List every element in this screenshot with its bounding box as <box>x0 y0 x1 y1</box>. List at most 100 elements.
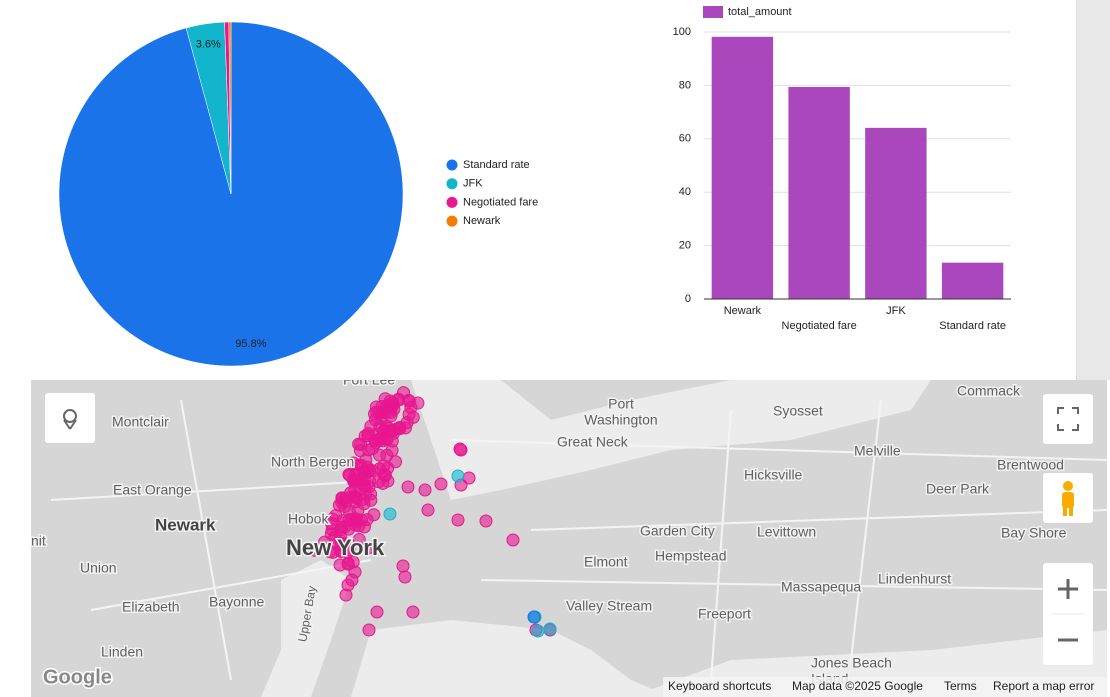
bar <box>865 127 927 299</box>
place-label: Garden City <box>640 523 715 539</box>
map-point <box>338 500 352 514</box>
attribution-text: Map data ©2025 Google <box>792 679 923 693</box>
place-label: Elmont <box>584 554 628 570</box>
map-point <box>347 490 361 504</box>
map-point <box>349 512 363 526</box>
place-label: Hobok <box>288 511 329 527</box>
place-label: New York <box>286 535 385 560</box>
pegman-button[interactable] <box>1043 473 1093 523</box>
zoom-in[interactable] <box>1058 579 1078 599</box>
place-label: East Orange <box>113 482 192 498</box>
y-tick-label: 40 <box>679 186 691 198</box>
place-label: Hempstead <box>655 548 727 564</box>
data-label: 95.8% <box>235 338 266 350</box>
legend-label: Negotiated fare <box>463 196 538 208</box>
map-point <box>401 480 415 494</box>
fullscreen-button[interactable] <box>1043 394 1093 444</box>
pie-slice <box>228 21 232 195</box>
x-tick-label: JFK <box>886 305 906 317</box>
attribution-link[interactable]: Keyboard shortcuts <box>668 679 771 693</box>
map-point <box>453 442 467 456</box>
map-point <box>348 565 362 579</box>
place-label: Valley Stream <box>566 598 652 614</box>
map-point <box>398 570 412 584</box>
map-point <box>342 522 356 536</box>
map-point <box>380 431 394 445</box>
legend-label: Standard rate <box>463 159 530 171</box>
bar <box>941 262 1004 299</box>
map-point <box>308 543 322 557</box>
legend-swatch <box>446 196 458 208</box>
y-tick-label: 80 <box>679 79 691 91</box>
google-logo: Google <box>43 666 112 688</box>
place-label: Jones Beach <box>811 655 892 671</box>
map-point <box>406 605 420 619</box>
map-point <box>383 507 397 521</box>
y-tick-label: 20 <box>679 240 691 252</box>
map-point <box>352 533 366 547</box>
map-point <box>318 535 332 549</box>
map-point <box>374 412 388 426</box>
legend-swatch <box>703 6 723 18</box>
attribution-bar <box>663 677 1107 697</box>
pie-chart: 95.8% 3.6% Standard rate JFK Negotiated fare… <box>58 21 538 367</box>
place-label: nit <box>31 533 46 549</box>
x-tick-label: Standard rate <box>939 320 1006 332</box>
attribution-link[interactable]: Terms <box>944 679 977 693</box>
map-point <box>357 497 371 511</box>
map-point <box>389 455 403 469</box>
attribution-link[interactable]: Report a map error <box>993 679 1094 693</box>
bar <box>788 87 850 299</box>
map-point <box>360 465 374 479</box>
map-point <box>325 512 339 526</box>
data-label: 3.6% <box>196 38 221 50</box>
map-point <box>361 541 375 555</box>
place-label: Bayonne <box>209 594 264 610</box>
water <box>411 380 931 500</box>
place-label: Hicksville <box>744 467 803 483</box>
map-point <box>365 442 379 456</box>
y-tick-label: 60 <box>679 133 691 145</box>
map-point <box>380 448 394 462</box>
place-label: Elizabeth <box>122 599 180 615</box>
map-point <box>393 422 407 436</box>
water <box>351 620 671 697</box>
map-point <box>367 508 381 522</box>
water <box>261 560 351 697</box>
points-layer <box>308 386 557 638</box>
map[interactable]: Fort Lee Montclair North Bergen East Ora… <box>31 380 1107 697</box>
place-label: Commack <box>957 383 1021 399</box>
map-point <box>386 398 400 412</box>
map-point <box>531 624 545 638</box>
legend-swatch <box>446 178 458 190</box>
place-label: Linden <box>101 644 143 660</box>
map-point <box>506 533 520 547</box>
map-point <box>434 477 448 491</box>
place-label: Port <box>608 396 634 412</box>
legend-swatch <box>446 159 458 171</box>
map-point <box>451 513 465 527</box>
place-label: Massapequa <box>781 579 861 595</box>
x-tick-label: Negotiated fare <box>782 320 857 332</box>
map-point <box>543 622 557 636</box>
zoom-controls <box>1043 563 1093 665</box>
place-label: Levittown <box>757 524 816 540</box>
locate-button[interactable] <box>45 393 95 443</box>
map-point <box>451 469 465 483</box>
bar-chart: 0 20 40 60 80 100 total_amount Newark Negotiated… <box>673 6 1011 332</box>
map-point <box>527 610 541 624</box>
place-label: Newark <box>155 515 216 534</box>
place-label: North Bergen <box>271 454 354 470</box>
map-point <box>479 514 493 528</box>
map-point <box>411 396 425 410</box>
map-point <box>462 471 476 485</box>
place-label: Montclair <box>112 414 169 430</box>
map-point <box>396 559 410 573</box>
map-point <box>362 623 376 637</box>
place-label: Freeport <box>698 606 751 622</box>
place-label: Lindenhurst <box>878 571 951 587</box>
map-point <box>364 487 378 501</box>
place-label: Melville <box>854 443 901 459</box>
legend-swatch <box>446 215 458 227</box>
